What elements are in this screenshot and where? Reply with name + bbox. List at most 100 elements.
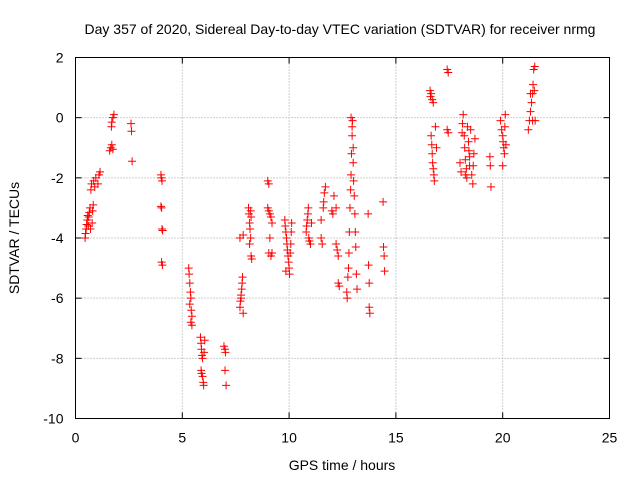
data-point [81, 229, 90, 238]
data-point [321, 182, 330, 191]
data-point [334, 252, 343, 261]
data-point [84, 212, 93, 221]
tick-layer [75, 57, 610, 419]
data-point [109, 110, 118, 119]
data-point [350, 191, 359, 200]
data-point [460, 143, 469, 152]
data-point [431, 122, 440, 131]
data-point [432, 143, 441, 152]
data-point [461, 155, 470, 164]
data-point [287, 227, 296, 236]
data-point [303, 215, 312, 224]
data-point [380, 267, 389, 276]
data-point [344, 264, 353, 273]
data-point [345, 203, 354, 212]
data-point [498, 161, 507, 170]
y-tick-label: 2 [56, 50, 64, 66]
data-point [349, 158, 358, 167]
data-point [457, 167, 466, 176]
data-point [346, 185, 355, 194]
data-point [239, 309, 248, 318]
data-point [317, 215, 326, 224]
data-point [200, 348, 209, 357]
data-point [264, 249, 273, 258]
data-point [351, 243, 360, 252]
data-point [333, 246, 342, 255]
data-point [528, 116, 537, 125]
data-point [319, 197, 328, 206]
tick-label-layer: 0 5 10 15 20 25 -10 -8 -6 -4 -2 0 2 [43, 50, 617, 446]
data-point [335, 282, 344, 291]
data-point [96, 167, 105, 176]
data-point [158, 176, 167, 185]
data-point [187, 321, 196, 330]
data-point [353, 285, 362, 294]
data-point [465, 152, 474, 161]
data-point [465, 161, 474, 170]
data-point [501, 140, 510, 149]
data-point [464, 146, 473, 155]
data-point [343, 294, 352, 303]
data-point [365, 279, 374, 288]
data-point [187, 312, 196, 321]
data-point [237, 294, 246, 303]
y-tick-label: -10 [43, 411, 63, 427]
x-tick-label: 5 [178, 430, 186, 446]
data-point [365, 309, 374, 318]
data-point [328, 209, 337, 218]
data-point [221, 348, 230, 357]
data-point [185, 300, 194, 309]
y-tick-label: -4 [51, 230, 64, 246]
data-point [247, 255, 256, 264]
data-point [158, 261, 167, 270]
data-point [245, 240, 254, 249]
data-point [364, 209, 373, 218]
data-point [379, 243, 388, 252]
x-tick-label: 0 [72, 430, 80, 446]
data-point [108, 145, 117, 154]
data-point [428, 158, 437, 167]
data-point [468, 179, 477, 188]
data-point [127, 127, 136, 136]
data-point [286, 249, 295, 258]
data-point [485, 152, 494, 161]
data-point [444, 128, 453, 137]
data-point [85, 208, 94, 217]
data-point [107, 122, 116, 131]
data-point [348, 131, 357, 140]
data-point [530, 62, 539, 71]
x-tick-label: 20 [495, 430, 511, 446]
data-point [427, 140, 436, 149]
data-point [265, 234, 274, 242]
data-point [317, 234, 326, 242]
data-point [459, 110, 468, 119]
y-tick-label: -8 [51, 350, 64, 366]
data-point [185, 270, 194, 279]
data-point [200, 336, 209, 345]
data-point [526, 107, 535, 116]
data-point [82, 220, 91, 229]
data-point [128, 157, 137, 166]
data-point [158, 224, 167, 233]
data-point [380, 252, 389, 261]
data-point [524, 125, 533, 134]
x-axis-label: GPS time / hours [289, 457, 396, 473]
data-point [93, 179, 102, 188]
data-point [379, 197, 388, 206]
data-point [268, 218, 277, 227]
data-point [158, 226, 167, 235]
data-point [247, 212, 256, 221]
data-point [427, 131, 436, 140]
x-tick-label: 25 [602, 430, 618, 446]
data-point [464, 137, 473, 146]
data-point [185, 279, 194, 288]
grid-layer [75, 57, 610, 419]
data-point [428, 149, 437, 158]
data-point [351, 227, 360, 236]
data-point [304, 203, 313, 212]
x-tick-label: 15 [388, 430, 404, 446]
data-point [350, 209, 359, 218]
